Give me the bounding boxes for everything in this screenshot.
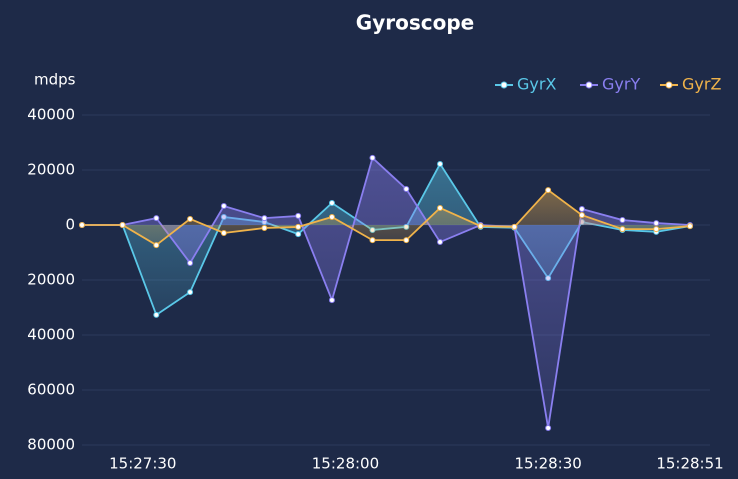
data-point [545, 424, 552, 431]
chart-title: Gyroscope [356, 11, 474, 35]
data-point [187, 259, 194, 266]
data-point [153, 215, 160, 222]
data-point [328, 214, 335, 221]
x-tick-label: 15:27:30 [109, 455, 176, 473]
legend-marker [665, 81, 673, 89]
data-point [511, 223, 518, 230]
data-point [437, 160, 444, 167]
series-line [82, 188, 691, 247]
data-point [619, 217, 626, 224]
x-tick-label: 15:28:51 [656, 455, 723, 473]
y-tick-label: 20000 [27, 161, 75, 179]
data-point [220, 203, 227, 210]
data-point [261, 215, 268, 222]
y-tick-label: 20000 [27, 271, 75, 289]
data-point [79, 222, 85, 228]
data-point [328, 297, 335, 304]
x-tick-label: 15:28:00 [312, 455, 379, 473]
data-point [578, 206, 585, 213]
legend-marker [500, 81, 508, 89]
data-point [187, 289, 194, 296]
legend-label: GyrX [517, 75, 556, 94]
data-point [295, 231, 302, 238]
data-point [545, 187, 552, 194]
legend-marker [585, 81, 593, 89]
y-axis-label: mdps [34, 71, 76, 89]
data-point [403, 185, 410, 192]
data-point [477, 223, 484, 230]
series-line [82, 156, 691, 429]
data-point [369, 154, 376, 161]
data-point [187, 215, 194, 222]
data-point [119, 222, 126, 228]
data-point [437, 204, 444, 211]
legend-label: GyrZ [682, 75, 721, 94]
data-point [687, 223, 693, 230]
data-point [653, 226, 660, 233]
y-tick-label: 40000 [27, 106, 75, 124]
data-point [261, 225, 268, 232]
data-point [153, 311, 160, 318]
legend-label: GyrY [602, 75, 640, 94]
data-point [653, 220, 660, 227]
data-point [619, 226, 626, 233]
data-point [153, 242, 160, 249]
y-tick-label: 0 [65, 216, 75, 234]
data-point [295, 212, 302, 219]
y-tick-label: 80000 [27, 436, 75, 454]
x-tick-label: 15:28:30 [514, 455, 581, 473]
data-point [578, 212, 585, 219]
y-tick-label: 60000 [27, 381, 75, 399]
data-point [295, 223, 302, 230]
data-point [403, 237, 410, 244]
data-point [220, 229, 227, 236]
data-point [369, 237, 376, 244]
data-point [437, 239, 444, 246]
data-point [328, 200, 335, 206]
series-area [82, 157, 690, 428]
y-tick-label: 40000 [27, 326, 75, 344]
